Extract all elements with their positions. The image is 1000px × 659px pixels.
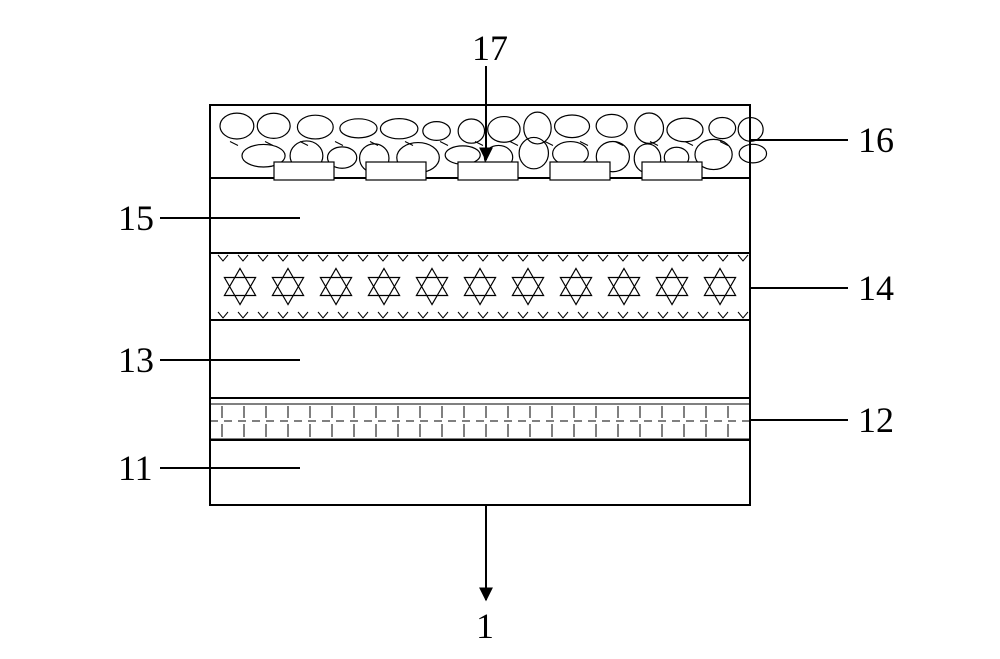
callout-label-15: 15 bbox=[118, 200, 154, 236]
callout-label-1: 1 bbox=[476, 608, 494, 644]
callout-label-13: 13 bbox=[118, 342, 154, 378]
callout-label-14: 14 bbox=[858, 270, 894, 306]
callout-label-11: 11 bbox=[118, 450, 153, 486]
callout-label-17: 17 bbox=[472, 30, 508, 66]
callout-label-16: 16 bbox=[858, 122, 894, 158]
layer-diagram bbox=[0, 0, 1000, 659]
diagram-root: { "figure": { "type": "layered-cross-sec… bbox=[0, 0, 1000, 659]
callout-label-12: 12 bbox=[858, 402, 894, 438]
